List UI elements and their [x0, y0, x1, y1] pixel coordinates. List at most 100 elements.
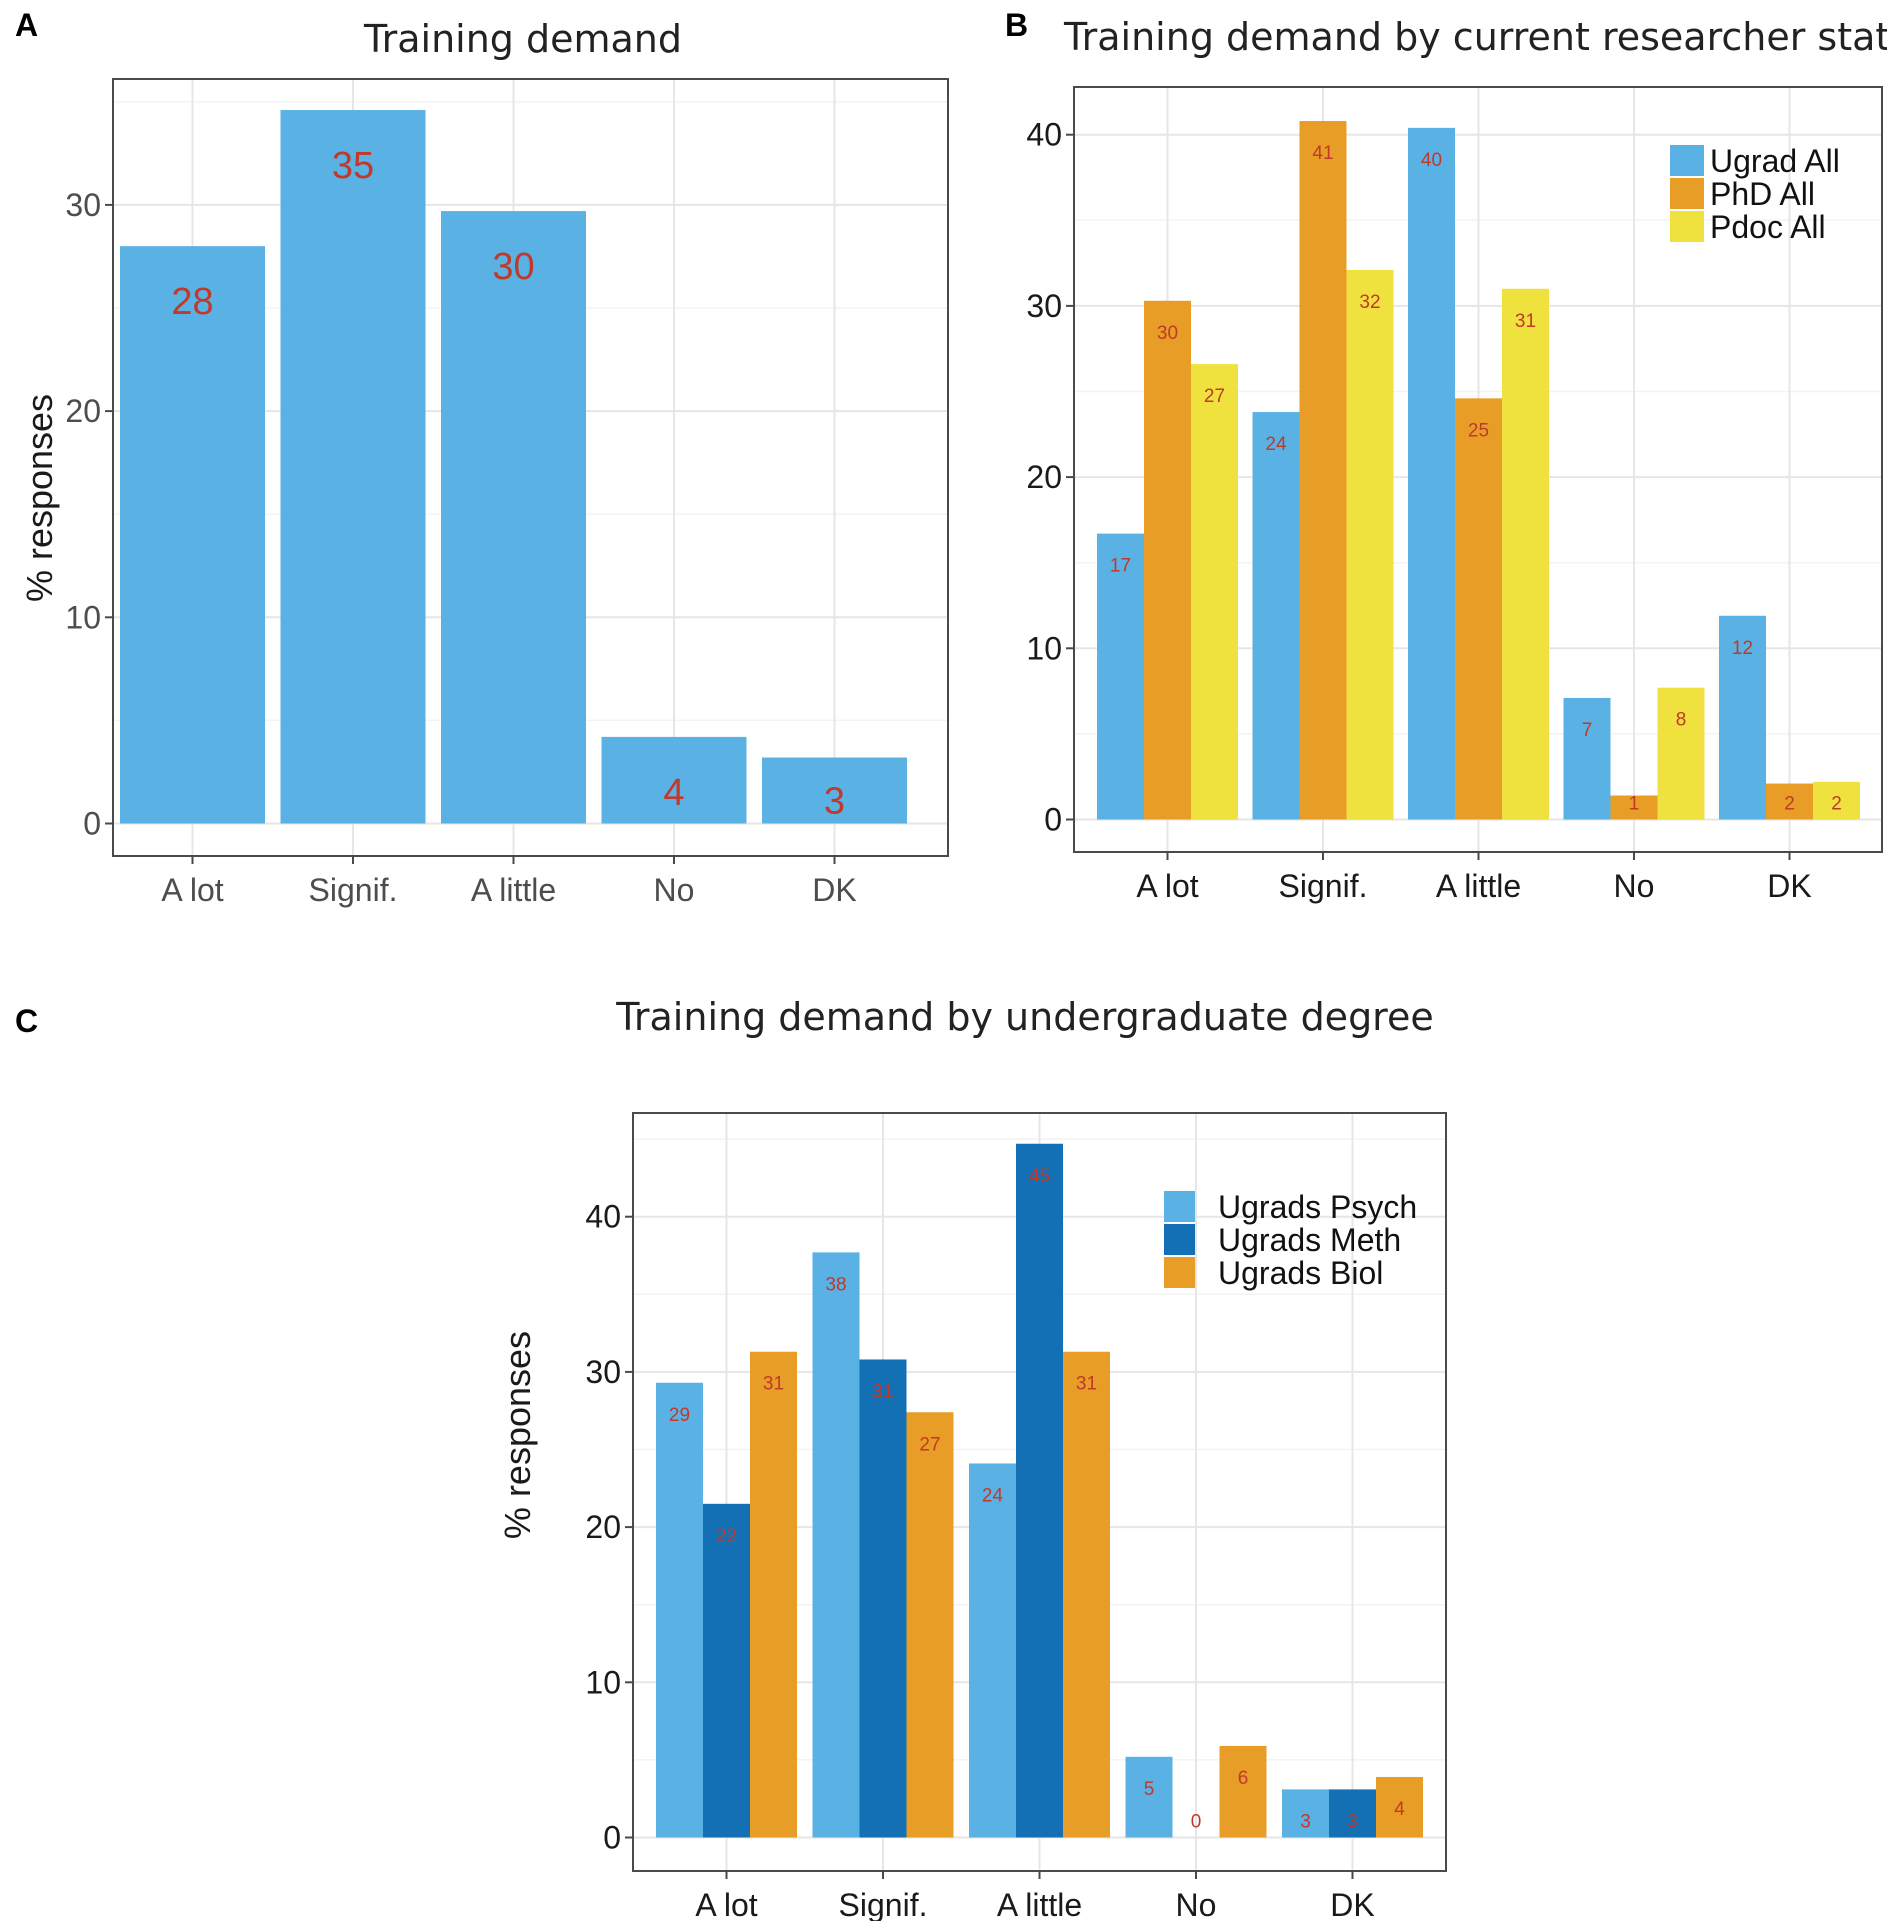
bar-value-label-ugrads-biol-no: 6: [1238, 1768, 1249, 1789]
bar-ugrads-biol-signif: [906, 1412, 954, 1838]
bar-all-dk: [762, 757, 907, 824]
bar-value-label-ugrad-all-no: 7: [1582, 720, 1593, 741]
bar-value-label-phd-all-dk: 2: [1784, 794, 1795, 815]
chart-a-bars: 28 35 30 4 3: [120, 110, 907, 824]
bar-value-label-pdoc-all-a-little: 31: [1515, 311, 1536, 332]
chart-a: A Training demand 28 35 30 4 3 0 10 20 30 A lot…: [15, 7, 949, 908]
panel-letter-c: C: [15, 1003, 38, 1039]
bar-phd-all-signif: [1299, 121, 1347, 820]
bar-value-label-phd-all-no: 1: [1629, 794, 1640, 815]
chart-b-x-ticks: A lot Signif. A little No DK: [1136, 852, 1812, 904]
bar-value-label-ugrad-all-signif: 24: [1265, 434, 1287, 455]
x-tick-label-dk: DK: [812, 872, 856, 908]
bar-ugrads-meth-a-lot: [703, 1503, 750, 1838]
x-tick-label-a-lot: A lot: [695, 1887, 757, 1921]
bar-pdoc-all-no: [1657, 687, 1705, 820]
x-tick-label-a-lot: A lot: [1136, 868, 1198, 904]
bar-value-label-ugrads-meth-signif: 31: [872, 1381, 893, 1402]
legend-swatch-pdoc-all: [1670, 211, 1704, 242]
bar-all-a-little: [441, 211, 586, 824]
bar-value-label-ugrads-psych-a-lot: 29: [669, 1405, 690, 1426]
x-tick-label-no: No: [1614, 868, 1655, 904]
x-tick-label-signif: Signif.: [1279, 868, 1368, 904]
bar-value-label-all-a-little: 30: [492, 246, 534, 288]
chart-a-frame: [112, 78, 949, 857]
bar-ugrads-biol-a-lot: [750, 1351, 797, 1838]
bar-value-label-pdoc-all-dk: 2: [1831, 794, 1842, 815]
bar-all-a-lot: [120, 246, 265, 824]
chart-c-title: Training demand by undergraduate degree: [615, 995, 1433, 1039]
chart-c-x-ticks: A lot Signif. A little No DK: [695, 1871, 1375, 1921]
bar-value-label-ugrads-psych-signif: 38: [825, 1274, 846, 1295]
y-tick-label-40: 40: [1026, 117, 1062, 153]
bar-ugrad-all-a-lot: [1097, 533, 1144, 820]
bar-value-label-all-a-lot: 28: [171, 281, 213, 323]
chart-a-y-ticks: 0 10 20 30: [65, 187, 113, 842]
x-tick-label-a-little: A little: [997, 1887, 1082, 1921]
bar-ugrads-psych-no: [1125, 1756, 1173, 1838]
bar-value-label-all-no: 4: [663, 772, 684, 814]
legend-swatch-phd-all: [1670, 178, 1704, 209]
bar-ugrads-biol-no: [1219, 1745, 1267, 1838]
y-tick-label-20: 20: [65, 393, 101, 429]
bar-value-label-ugrad-all-a-little: 40: [1421, 150, 1442, 171]
legend-label-ugrads-psych: Ugrads Psych: [1218, 1189, 1417, 1225]
bar-pdoc-all-dk: [1813, 781, 1860, 820]
y-tick-label-10: 10: [65, 599, 101, 635]
bar-value-label-ugrads-biol-a-lot: 31: [763, 1374, 784, 1395]
bar-ugrads-biol-dk: [1376, 1776, 1423, 1838]
bar-ugrads-psych-a-lot: [656, 1382, 703, 1838]
bar-value-label-ugrads-meth-a-lot: 22: [716, 1526, 737, 1547]
legend-swatch-ugrads-meth: [1164, 1224, 1195, 1255]
x-tick-label-dk: DK: [1330, 1887, 1374, 1921]
bar-value-label-pdoc-all-signif: 32: [1359, 292, 1380, 313]
legend-label-phd-all: PhD All: [1710, 176, 1815, 212]
bar-value-label-ugrads-psych-a-little: 24: [982, 1485, 1004, 1506]
bar-phd-all-a-little: [1455, 398, 1502, 820]
x-tick-label-dk: DK: [1767, 868, 1811, 904]
chart-c-bars: 29 38 24 5 3 22 31 45 0 3 31 27 31 6 4: [656, 1143, 1423, 1838]
y-tick-label-30: 30: [65, 187, 101, 223]
panel-letter-b: B: [1005, 7, 1028, 43]
bar-all-no: [601, 736, 747, 824]
bar-pdoc-all-a-little: [1502, 288, 1549, 820]
bar-value-label-ugrads-psych-dk: 3: [1300, 1811, 1311, 1832]
bar-value-label-ugrad-all-dk: 12: [1732, 638, 1753, 659]
y-tick-label-0: 0: [603, 1820, 621, 1856]
bar-value-label-phd-all-a-lot: 30: [1157, 323, 1178, 344]
chart-a-x-ticks: A lot Signif. A little No DK: [161, 856, 857, 908]
bar-value-label-phd-all-signif: 41: [1312, 143, 1333, 164]
chart-a-y-axis-label: % responses: [19, 394, 60, 602]
bar-value-label-all-signif: 35: [332, 145, 374, 187]
legend-label-pdoc-all: Pdoc All: [1710, 209, 1826, 245]
y-tick-label-20: 20: [1026, 459, 1062, 495]
bar-all-signif: [280, 110, 426, 824]
bar-ugrad-all-dk: [1719, 615, 1766, 820]
y-tick-label-0: 0: [83, 806, 101, 842]
y-tick-label-10: 10: [585, 1664, 621, 1700]
bar-value-label-phd-all-a-little: 25: [1468, 420, 1489, 441]
bar-ugrad-all-no: [1563, 697, 1611, 820]
bar-value-label-ugrads-meth-dk: 3: [1347, 1811, 1358, 1832]
bar-ugrads-meth-signif: [859, 1359, 907, 1838]
y-tick-label-40: 40: [585, 1199, 621, 1235]
x-tick-label-signif: Signif.: [839, 1887, 928, 1921]
chart-b: B Training demand by current researcher …: [1005, 7, 1887, 904]
bar-value-label-ugrads-meth-a-little: 45: [1029, 1166, 1050, 1187]
x-tick-label-no: No: [654, 872, 695, 908]
y-tick-label-10: 10: [1026, 630, 1062, 666]
bar-value-label-ugrads-biol-dk: 4: [1394, 1799, 1405, 1820]
y-tick-label-30: 30: [585, 1354, 621, 1390]
bar-ugrads-psych-a-little: [969, 1463, 1016, 1838]
bar-value-label-ugrad-all-a-lot: 17: [1110, 556, 1131, 577]
bar-value-label-ugrads-biol-a-little: 31: [1076, 1374, 1097, 1395]
chart-b-y-ticks: 0 10 20 30 40: [1026, 117, 1074, 838]
bar-ugrad-all-signif: [1252, 412, 1300, 820]
panel-letter-a: A: [15, 7, 38, 43]
chart-b-title: Training demand by current researcher st…: [1063, 15, 1887, 59]
bar-phd-all-a-lot: [1144, 300, 1191, 820]
legend-label-ugrad-all: Ugrad All: [1710, 143, 1840, 179]
